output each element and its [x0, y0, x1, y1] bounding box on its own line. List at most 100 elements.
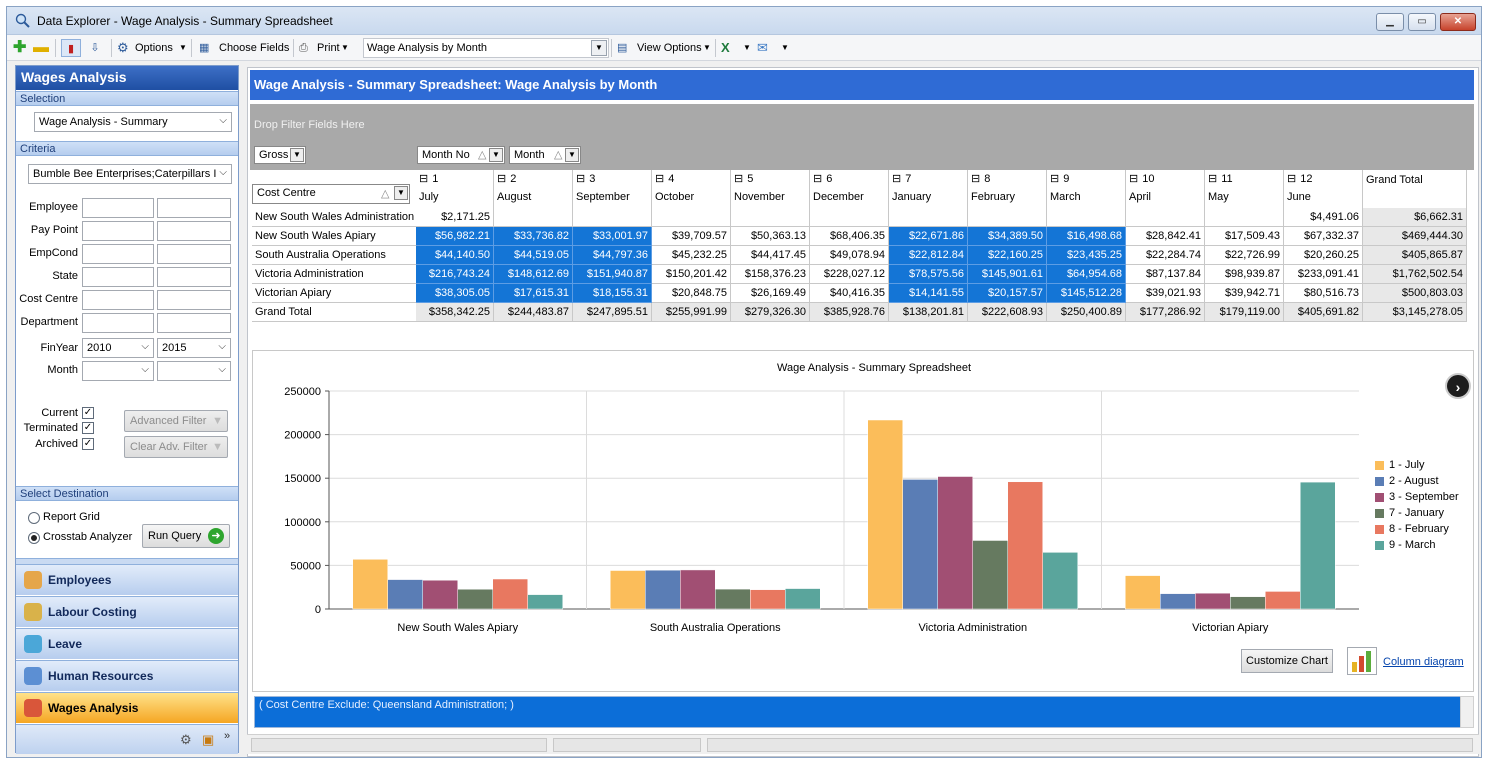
pivot-cell[interactable]: $138,201.81	[889, 303, 968, 322]
collapse-icon[interactable]: ⊟	[1287, 173, 1297, 185]
collapse-icon[interactable]: ⊟	[971, 173, 981, 185]
column-diagram-icon[interactable]	[1347, 647, 1377, 675]
pivot-cell[interactable]: $228,027.12	[810, 265, 889, 284]
pivot-cell[interactable]: $23,435.25	[1047, 246, 1126, 265]
collapse-icon[interactable]: ⊟	[576, 173, 586, 185]
column-diagram-link[interactable]: Column diagram	[1383, 656, 1464, 668]
pivot-cell[interactable]: $33,001.97	[573, 227, 652, 246]
pivot-cell[interactable]: $33,736.82	[494, 227, 573, 246]
pivot-cell[interactable]	[810, 208, 889, 227]
report-grid-radio[interactable]	[28, 512, 40, 524]
column-header-month[interactable]: January	[889, 189, 968, 208]
column-header-no[interactable]: ⊟ 12	[1284, 170, 1363, 189]
pivot-cell[interactable]: $216,743.24	[416, 265, 494, 284]
customize-chart-button[interactable]: Customize Chart	[1241, 649, 1333, 673]
nav-item[interactable]: Human Resources	[16, 660, 238, 691]
criteria-input-to[interactable]	[157, 198, 231, 218]
pivot-cell[interactable]: $17,615.31	[494, 284, 573, 303]
remove-icon[interactable]: ▬	[33, 39, 49, 56]
column-header-month[interactable]: March	[1047, 189, 1126, 208]
criteria-input-from[interactable]	[82, 221, 154, 241]
pivot-cell[interactable]: $151,940.87	[573, 265, 652, 284]
pivot-cell[interactable]: $22,726.99	[1205, 246, 1284, 265]
pivot-cell[interactable]: $39,709.57	[652, 227, 731, 246]
print-menu[interactable]: Print	[317, 42, 340, 54]
pivot-cell[interactable]: $17,509.43	[1205, 227, 1284, 246]
collapse-icon[interactable]: ⊟	[813, 173, 823, 185]
pivot-cell[interactable]	[1126, 208, 1205, 227]
options-menu[interactable]: Options	[135, 42, 173, 54]
criteria-input-to[interactable]	[157, 244, 231, 264]
pivot-cell[interactable]: $44,140.50	[416, 246, 494, 265]
column-header-month[interactable]: November	[731, 189, 810, 208]
pivot-cell[interactable]: $233,091.41	[1284, 265, 1363, 284]
collapse-icon[interactable]: ⊟	[1129, 173, 1139, 185]
selection-combo[interactable]: Wage Analysis - Summary ⌵	[34, 112, 232, 132]
email-icon[interactable]: ✉	[757, 40, 768, 55]
nav-item[interactable]: Employees	[16, 564, 238, 595]
column-header-month[interactable]: April	[1126, 189, 1205, 208]
col-field-month-no[interactable]: Month No △ ▼	[417, 146, 505, 164]
pivot-cell[interactable]: $45,232.25	[652, 246, 731, 265]
pivot-cell[interactable]	[652, 208, 731, 227]
chevron-down-icon[interactable]: ▼	[591, 40, 607, 56]
criteria-input-from[interactable]	[82, 290, 154, 310]
pivot-cell[interactable]: $49,078.94	[810, 246, 889, 265]
pivot-cell[interactable]: $98,939.87	[1205, 265, 1284, 284]
sort-asc-icon[interactable]: △	[381, 188, 390, 200]
collapse-icon[interactable]: ⊟	[497, 173, 507, 185]
pivot-cell[interactable]	[968, 208, 1047, 227]
pivot-cell[interactable]: $22,671.86	[889, 227, 968, 246]
pivot-cell[interactable]: $385,928.76	[810, 303, 889, 322]
pivot-cell[interactable]: $177,286.92	[1126, 303, 1205, 322]
pivot-cell[interactable]: $38,305.05	[416, 284, 494, 303]
column-header-no[interactable]: ⊟ 11	[1205, 170, 1284, 189]
filter-drop-area[interactable]: Drop Filter Fields Here Gross ▼ Month No…	[250, 104, 1474, 170]
pivot-cell[interactable]: $78,575.56	[889, 265, 968, 284]
pivot-cell[interactable]: $358,342.25	[416, 303, 494, 322]
pivot-cell[interactable]	[573, 208, 652, 227]
pivot-cell[interactable]	[731, 208, 810, 227]
pivot-cell[interactable]: $44,519.05	[494, 246, 573, 265]
clear-adv-filter-button[interactable]: Clear Adv. Filter ▼	[124, 436, 228, 458]
row-total-cell[interactable]: $6,662.31	[1363, 208, 1467, 227]
finyear-to-combo[interactable]: 2015 ⌵	[157, 338, 231, 358]
row-total-cell[interactable]: $469,444.30	[1363, 227, 1467, 246]
column-header-month[interactable]: October	[652, 189, 731, 208]
collapse-icon[interactable]: ⊟	[419, 173, 429, 185]
pivot-cell[interactable]: $18,155.31	[573, 284, 652, 303]
criteria-combo[interactable]: Bumble Bee Enterprises;Caterpillars I ⌵	[28, 164, 232, 184]
column-header-no[interactable]: ⊟ 4	[652, 170, 731, 189]
pivot-cell[interactable]: $44,797.36	[573, 246, 652, 265]
pivot-cell[interactable]: $145,901.61	[968, 265, 1047, 284]
archived-checkbox[interactable]: ✓	[82, 438, 94, 450]
pivot-cell[interactable]	[889, 208, 968, 227]
row-header[interactable]: New South Wales Apiary	[252, 227, 416, 246]
pivot-cell[interactable]: $67,332.37	[1284, 227, 1363, 246]
column-header-no[interactable]: ⊟ 10	[1126, 170, 1205, 189]
pivot-cell[interactable]: $80,516.73	[1284, 284, 1363, 303]
data-field-gross[interactable]: Gross ▼	[254, 146, 306, 164]
pivot-cell[interactable]: $39,942.71	[1205, 284, 1284, 303]
pivot-cell[interactable]: $26,169.49	[731, 284, 810, 303]
pivot-cell[interactable]: $158,376.23	[731, 265, 810, 284]
column-header-no[interactable]: ⊟ 1	[416, 170, 494, 189]
column-header-month[interactable]: June	[1284, 189, 1363, 208]
sort-asc-icon[interactable]: △	[554, 149, 563, 161]
chevron-down-icon[interactable]: ▼	[290, 148, 304, 162]
print-dropdown-icon[interactable]: ▼	[341, 43, 349, 52]
view-options-dropdown-icon[interactable]: ▼	[703, 43, 711, 52]
run-query-button[interactable]: Run Query ➜	[142, 524, 230, 548]
download-icon[interactable]: ⇩	[90, 42, 100, 54]
pivot-cell[interactable]: $56,982.21	[416, 227, 494, 246]
pivot-cell[interactable]: $4,491.06	[1284, 208, 1363, 227]
pivot-cell[interactable]: $255,991.99	[652, 303, 731, 322]
pivot-cell[interactable]: $40,416.35	[810, 284, 889, 303]
pivot-cell[interactable]: $22,812.84	[889, 246, 968, 265]
pivot-cell[interactable]: $64,954.68	[1047, 265, 1126, 284]
folder-icon[interactable]: ▣	[202, 732, 215, 747]
view-options-menu[interactable]: View Options	[637, 42, 702, 54]
current-checkbox[interactable]: ✓	[82, 407, 94, 419]
column-header-month[interactable]: February	[968, 189, 1047, 208]
row-header[interactable]: Grand Total	[252, 303, 416, 322]
